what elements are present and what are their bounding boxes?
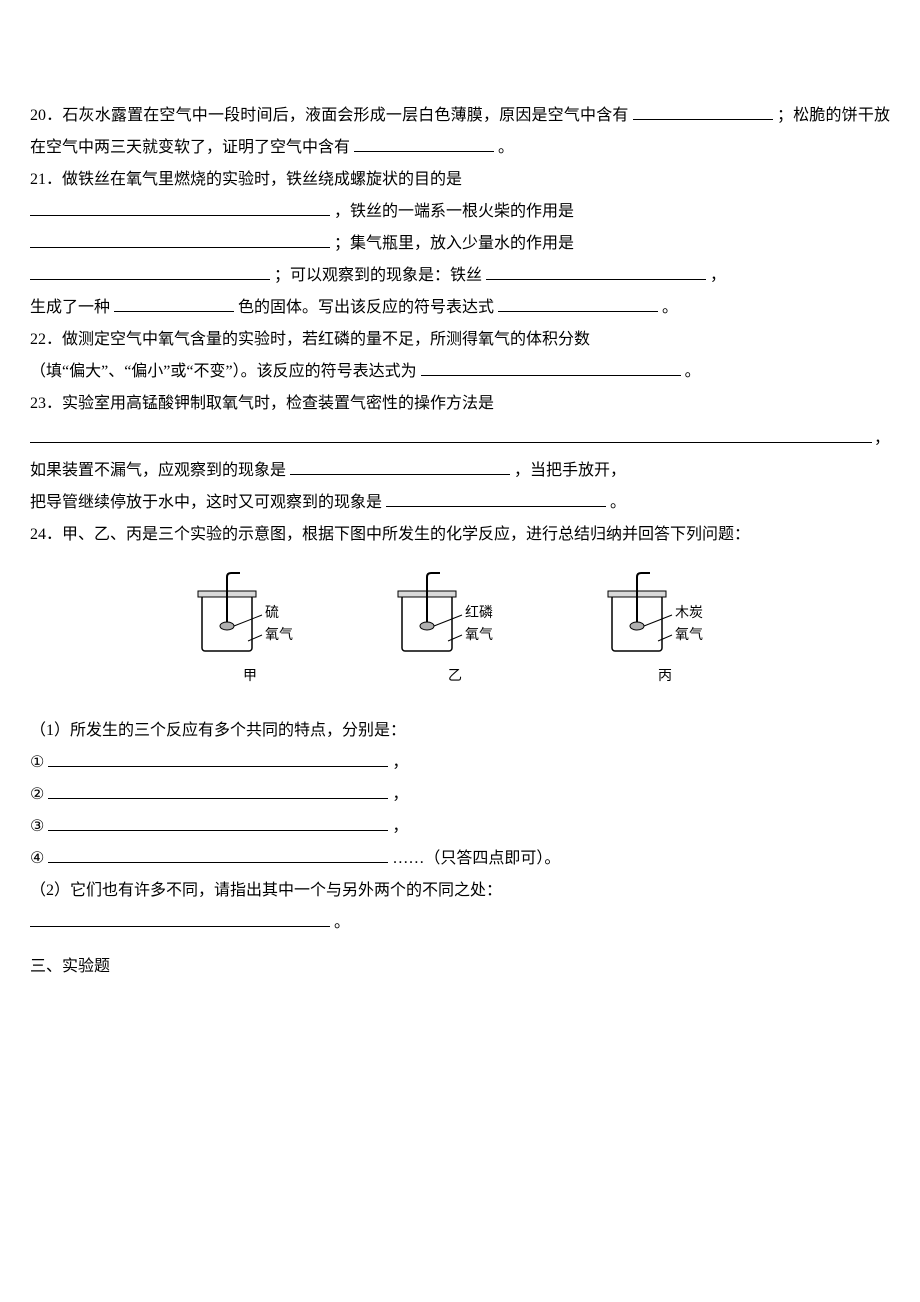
jar-svg-jia: 硫 氧气 xyxy=(190,571,310,661)
q24-item3-tail: ， xyxy=(392,818,408,835)
q24-item2-tail: ， xyxy=(392,786,408,803)
q21-blank-6[interactable] xyxy=(498,295,658,312)
caption-bing: 丙 xyxy=(658,663,672,691)
q21-text-3a: ；集气瓶里，放入少量水的作用是 xyxy=(334,235,574,252)
question-24: 24．甲、乙、丙是三个实验的示意图，根据下图中所发生的化学反应，进行总结归纳并回… xyxy=(30,519,890,939)
q21-text-4b: ， xyxy=(710,267,726,284)
q24-item-3: ③ ， xyxy=(30,811,890,843)
section-3-title: 三、实验题 xyxy=(30,951,890,983)
q21-blank-1[interactable] xyxy=(30,199,330,216)
q21-blank-5[interactable] xyxy=(114,295,234,312)
question-23: 23．实验室用高锰酸钾制取氧气时，检查装置气密性的操作方法是 ， 如果装置不漏气… xyxy=(30,388,890,519)
q24-blank-4[interactable] xyxy=(48,846,388,863)
q21-blank-2[interactable] xyxy=(30,231,330,248)
q20-text-c: 。 xyxy=(498,139,514,156)
jar-svg-bing: 木炭 氧气 xyxy=(600,571,730,661)
label-substance-yi: 红磷 xyxy=(465,605,493,621)
figure-bing: 木炭 氧气 丙 xyxy=(600,571,730,691)
circ-2: ② xyxy=(30,786,44,803)
q24-intro: 24．甲、乙、丙是三个实验的示意图，根据下图中所发生的化学反应，进行总结归纳并回… xyxy=(30,519,890,551)
label-gas-bing: 氧气 xyxy=(675,627,703,643)
q21-blank-3[interactable] xyxy=(30,263,270,280)
q20-text-a: 20．石灰水露置在空气中一段时间后，液面会形成一层白色薄膜，原因是空气中含有 xyxy=(30,107,629,124)
q24-blank-3[interactable] xyxy=(48,814,388,831)
label-substance-jia: 硫 xyxy=(265,605,279,621)
q21-text-2a: ，铁丝的一端系一根火柴的作用是 xyxy=(334,203,574,220)
q24-item-2: ② ， xyxy=(30,779,890,811)
caption-jia: 甲 xyxy=(243,663,257,691)
q24-p2-end: 。 xyxy=(334,914,350,931)
q23-line-1: 23．实验室用高锰酸钾制取氧气时，检查装置气密性的操作方法是 xyxy=(30,388,890,420)
question-22: 22．做测定空气中氧气含量的实验时，若红磷的量不足，所测得氧气的体积分数 （填“… xyxy=(30,324,890,388)
circ-3: ③ xyxy=(30,818,44,835)
q20-blank-2[interactable] xyxy=(354,135,494,152)
q20-blank-1[interactable] xyxy=(633,103,773,120)
q21-text-5c: 。 xyxy=(662,299,678,316)
circ-4: ④ xyxy=(30,850,44,867)
q22-text-2b: 。 xyxy=(685,363,701,380)
label-substance-bing: 木炭 xyxy=(675,605,703,621)
q24-item1-tail: ， xyxy=(392,754,408,771)
q23-text-4b: 。 xyxy=(610,494,626,511)
question-20: 20．石灰水露置在空气中一段时间后，液面会形成一层白色薄膜，原因是空气中含有 ；… xyxy=(30,100,890,164)
q23-comma: ， xyxy=(874,423,890,455)
q24-item4-tail: ……（只答四点即可）。 xyxy=(392,850,560,867)
q23-text-3b: ，当把手放开， xyxy=(514,462,626,479)
q21-text-4a: ；可以观察到的现象是：铁丝 xyxy=(274,267,482,284)
q24-blank-2[interactable] xyxy=(48,782,388,799)
q21-text-5b: 色的固体。写出该反应的符号表达式 xyxy=(238,299,494,316)
label-gas-yi: 氧气 xyxy=(465,627,493,643)
q21-text-5a: 生成了一种 xyxy=(30,299,110,316)
circ-1: ① xyxy=(30,754,44,771)
q24-blank-diff[interactable] xyxy=(30,910,330,927)
q21-line-1: 21．做铁丝在氧气里燃烧的实验时，铁丝绕成螺旋状的目的是 xyxy=(30,164,890,196)
q24-p1: （1）所发生的三个反应有多个共同的特点，分别是： xyxy=(30,715,890,747)
figure-jia: 硫 氧气 甲 xyxy=(190,571,310,691)
q23-text-3a: 如果装置不漏气，应观察到的现象是 xyxy=(30,462,286,479)
q22-blank-1[interactable] xyxy=(421,359,681,376)
q24-item-4: ④ ……（只答四点即可）。 xyxy=(30,843,890,875)
caption-yi: 乙 xyxy=(448,663,462,691)
q22-line-1: 22．做测定空气中氧气含量的实验时，若红磷的量不足，所测得氧气的体积分数 xyxy=(30,324,890,356)
q24-p2: （2）它们也有许多不同，请指出其中一个与另外两个的不同之处： xyxy=(30,875,890,907)
figure-yi: 红磷 氧气 乙 xyxy=(390,571,520,691)
label-gas-jia: 氧气 xyxy=(265,627,293,643)
jar-svg-yi: 红磷 氧气 xyxy=(390,571,520,661)
question-21: 21．做铁丝在氧气里燃烧的实验时，铁丝绕成螺旋状的目的是 ，铁丝的一端系一根火柴… xyxy=(30,164,890,324)
q22-text-2a: （填“偏大”、“偏小”或“不变”）。该反应的符号表达式为 xyxy=(30,363,417,380)
q21-blank-4[interactable] xyxy=(486,263,706,280)
q23-blank-2[interactable] xyxy=(290,458,510,475)
q23-text-4a: 把导管继续停放于水中，这时又可观察到的现象是 xyxy=(30,494,382,511)
q24-blank-1[interactable] xyxy=(48,750,388,767)
q24-item-1: ① ， xyxy=(30,747,890,779)
q23-blank-full[interactable] xyxy=(30,423,872,443)
q24-figures: 硫 氧气 甲 红磷 氧气 乙 xyxy=(30,571,890,691)
q23-blank-3[interactable] xyxy=(386,490,606,507)
